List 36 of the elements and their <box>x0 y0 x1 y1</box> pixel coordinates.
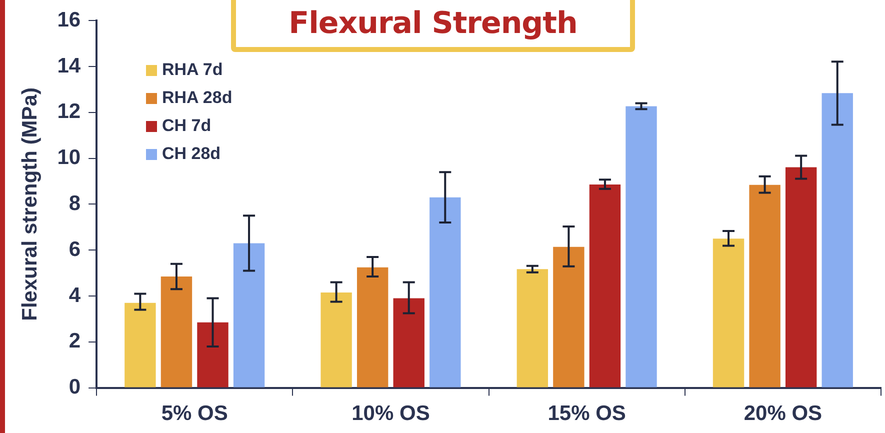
bar <box>320 292 352 388</box>
bar <box>430 197 461 388</box>
bar <box>785 167 817 388</box>
y-tick-label: 16 <box>57 8 81 32</box>
title-frame: Flexural Strength <box>231 0 635 52</box>
y-axis-title: Flexural strength (MPa) <box>18 88 42 321</box>
y-tick-label: 10 <box>57 146 81 170</box>
x-tick-label: 15% OS <box>548 402 626 426</box>
bar <box>516 269 548 388</box>
bar <box>822 93 853 388</box>
bar <box>626 106 657 388</box>
bar <box>233 243 265 388</box>
x-tick-label: 5% OS <box>161 402 228 426</box>
y-tick-label: 2 <box>68 330 81 353</box>
y-tick-label: 4 <box>68 284 81 307</box>
bar <box>553 246 584 388</box>
bar <box>749 184 780 388</box>
bar <box>356 267 388 388</box>
legend-label: RHA 7d <box>162 60 223 80</box>
x-tick-label: 20% OS <box>744 402 822 426</box>
y-tick-label: 12 <box>57 100 81 124</box>
bar <box>589 184 621 388</box>
legend-label: CH 28d <box>162 144 221 164</box>
bar <box>197 322 228 388</box>
y-tick-label: 6 <box>68 238 81 261</box>
chart-title: Flexural Strength <box>288 6 578 40</box>
y-tick-label: 14 <box>57 54 81 78</box>
legend-label: RHA 28d <box>162 88 232 108</box>
legend-label: CH 7d <box>162 116 212 136</box>
x-tick-label: 10% OS <box>352 402 430 426</box>
y-tick-label: 0 <box>68 376 81 399</box>
bar <box>393 298 424 388</box>
bar <box>160 276 192 388</box>
bar <box>712 238 744 388</box>
y-tick-label: 8 <box>68 192 81 215</box>
bar <box>124 302 156 388</box>
